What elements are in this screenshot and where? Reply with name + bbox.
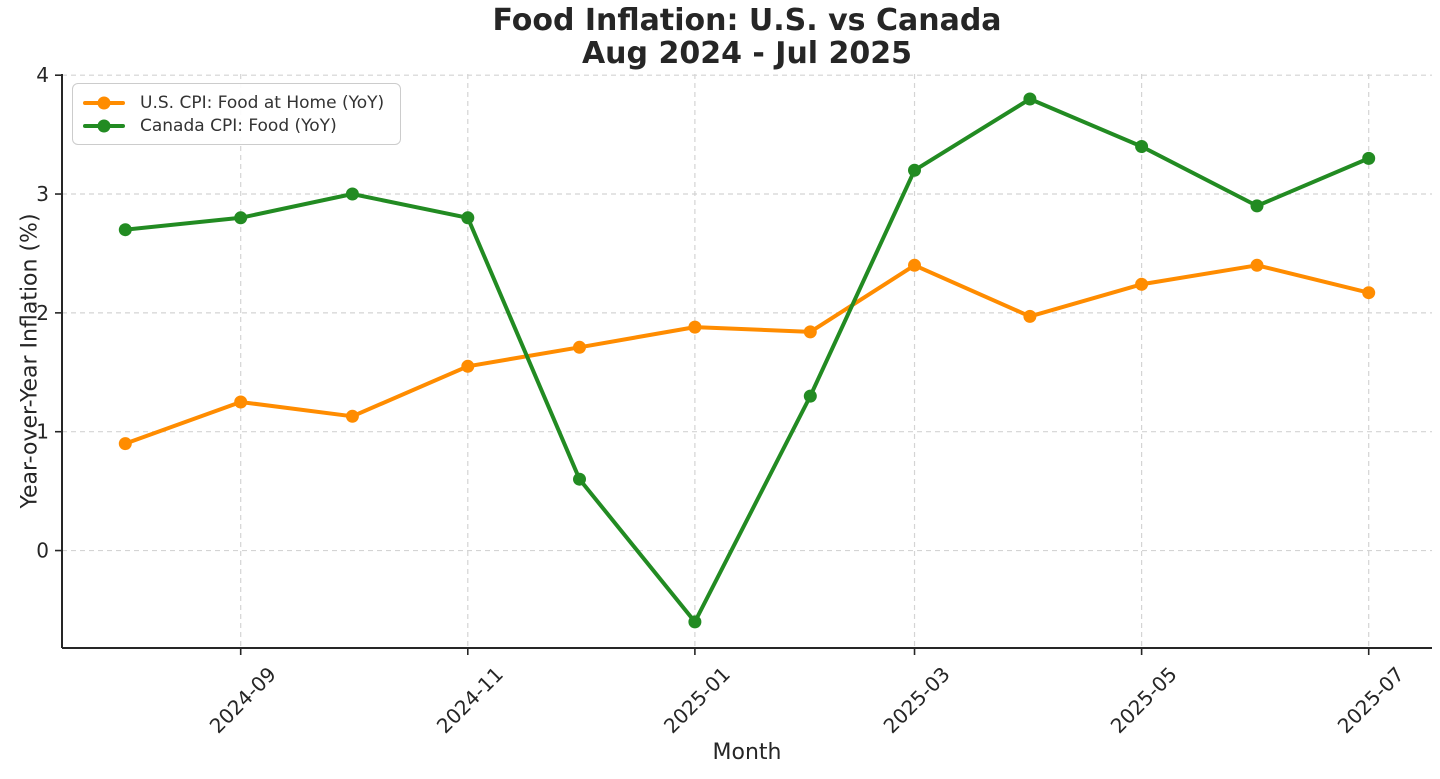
data-point-marker xyxy=(461,211,475,225)
tick-marks xyxy=(55,74,1370,655)
legend-label-canada: Canada CPI: Food (YoY) xyxy=(140,115,337,136)
series-us xyxy=(118,258,1376,451)
y-axis-label: Year-over-Year Inflation (%) xyxy=(17,213,43,509)
data-point-marker xyxy=(1362,286,1376,300)
data-point-marker xyxy=(118,437,132,451)
data-point-marker xyxy=(908,163,921,177)
data-point-marker xyxy=(573,340,586,354)
data-point-marker xyxy=(1135,140,1149,153)
x-axis-label: Month xyxy=(712,740,782,765)
data-point-marker xyxy=(1135,277,1149,291)
data-point-marker xyxy=(345,187,359,201)
y-tick-label: 4 xyxy=(36,63,49,87)
chart-title: Food Inflation: U.S. vs Canada Aug 2024 … xyxy=(62,4,1432,70)
data-point-marker xyxy=(803,389,817,403)
chart-title-line2: Aug 2024 - Jul 2025 xyxy=(581,36,913,71)
data-point-marker xyxy=(908,258,921,272)
legend-swatch-canada-icon xyxy=(83,119,125,133)
y-tick-label: 1 xyxy=(36,420,49,444)
x-tick-label: 2025-07 xyxy=(1333,662,1409,738)
legend: U.S. CPI: Food at Home (YoY) Canada CPI:… xyxy=(72,83,402,145)
x-tick-label: 2025-01 xyxy=(659,662,735,738)
axes-spines xyxy=(61,74,1432,649)
legend-row-canada: Canada CPI: Food (YoY) xyxy=(83,114,384,137)
y-tick-label: 3 xyxy=(36,182,49,206)
data-point-marker xyxy=(1250,258,1264,272)
data-point-marker xyxy=(688,615,702,629)
series-line xyxy=(123,263,1371,446)
data-point-marker xyxy=(234,211,248,225)
data-point-marker xyxy=(345,409,359,423)
data-point-marker xyxy=(573,472,586,486)
data-point-marker xyxy=(803,325,817,339)
legend-row-us: U.S. CPI: Food at Home (YoY) xyxy=(83,91,384,114)
data-point-marker xyxy=(1023,92,1037,106)
gridlines xyxy=(62,74,1432,648)
data-point-marker xyxy=(118,223,132,237)
series-canada xyxy=(118,92,1376,629)
x-tick-label: 2024-11 xyxy=(432,662,508,738)
data-point-marker xyxy=(234,395,248,409)
x-tick-label: 2025-03 xyxy=(879,662,955,738)
data-point-marker xyxy=(1362,151,1376,165)
data-point-marker xyxy=(1023,309,1037,323)
legend-label-us: U.S. CPI: Food at Home (YoY) xyxy=(140,92,385,113)
y-tick-label: 0 xyxy=(36,539,49,563)
series-line xyxy=(123,97,1371,624)
data-point-marker xyxy=(688,320,702,334)
data-point-marker xyxy=(1250,199,1264,213)
legend-swatch-us-icon xyxy=(83,96,125,110)
data-point-marker xyxy=(461,359,475,373)
x-tick-label: 2024-09 xyxy=(205,662,281,738)
chart-title-line1: Food Inflation: U.S. vs Canada xyxy=(492,3,1002,38)
y-tick-label: 2 xyxy=(36,301,49,325)
x-tick-label: 2025-05 xyxy=(1106,662,1182,738)
